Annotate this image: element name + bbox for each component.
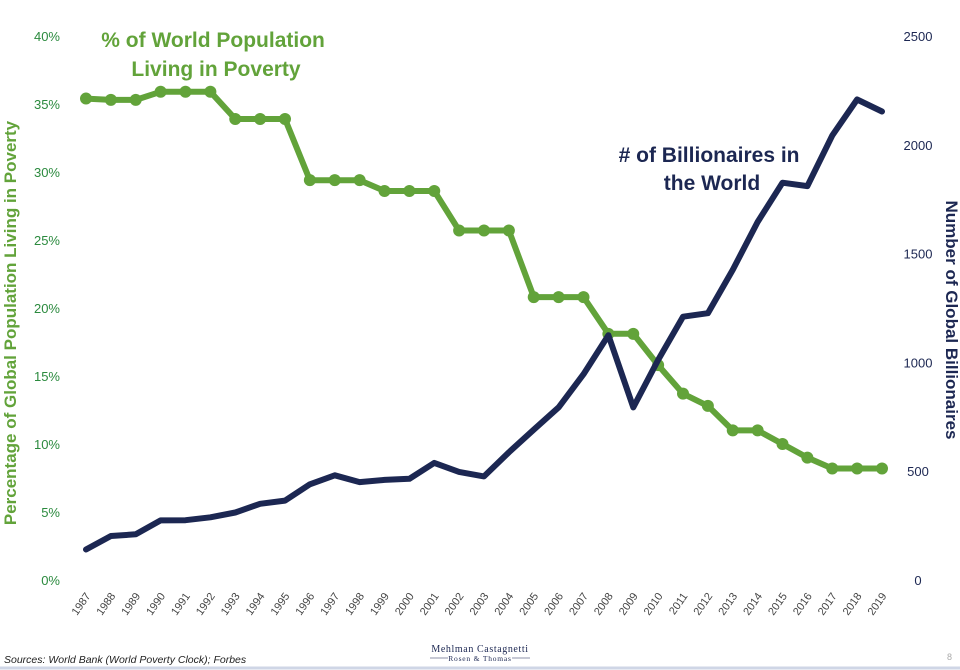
x-tick-label: 2011 [667,591,690,617]
poverty-data-point [328,174,341,187]
x-tick-label: 2013 [716,591,740,618]
x-tick-label: 2001 [418,591,442,618]
x-tick-label: 2004 [492,591,516,618]
poverty-data-point [129,93,142,106]
poverty-data-point [876,462,888,475]
left-tick-label: 25% [34,233,60,248]
page-number: 8 [947,652,952,662]
right-axis-ticks: 0 500 1000 1500 2000 2500 [904,29,933,588]
left-tick-label: 15% [34,369,60,384]
x-tick-label: 2000 [393,591,417,618]
x-tick-label: 1995 [269,591,293,618]
poverty-data-point [701,399,714,412]
left-tick-label: 5% [41,505,60,520]
poverty-data-point [303,174,316,187]
poverty-data-point [527,291,540,304]
x-tick-label: 1989 [119,591,143,618]
left-axis-ticks: 0% 5% 10% 15% 20% 25% 30% 35% 40% [34,29,60,588]
x-tick-label: 2006 [542,591,566,618]
billionaires-series-line [83,96,885,553]
x-tick-label: 2009 [617,591,641,618]
x-tick-label: 1996 [293,591,317,618]
poverty-data-point [502,224,515,237]
x-tick-label: 1993 [219,591,243,618]
poverty-data-point [776,438,789,450]
poverty-data-point [229,112,242,125]
billionaires-series-annotation: # of Billionaires in the World [619,144,806,195]
right-tick-label: 2000 [904,138,933,153]
poverty-data-point [204,85,217,98]
poverty-data-point [627,327,640,340]
x-tick-label: 1991 [169,591,193,618]
poverty-data-point [179,85,192,98]
x-tick-label: 1999 [368,591,392,618]
poverty-data-point [80,92,92,105]
source-note: Sources: World Bank (World Poverty Clock… [4,654,247,666]
logo-name: Mehlman Castagnetti [431,644,528,655]
x-tick-label: 2012 [691,591,715,618]
x-tick-label: 1998 [343,591,367,618]
x-tick-label: 2019 [866,591,890,618]
x-tick-label: 2014 [741,591,765,618]
right-axis-title: Number of Global Billionaires [942,201,960,440]
x-tick-label: 2005 [517,591,541,618]
x-tick-label: 2016 [791,591,815,618]
x-tick-label: 2003 [468,591,492,618]
series-layer [80,85,888,553]
poverty-data-point [254,112,267,125]
x-tick-label: 1988 [94,591,118,618]
poverty-data-point [453,224,466,237]
poverty-data-point [154,85,167,98]
poverty-data-point [751,424,764,437]
left-tick-label: 30% [34,165,60,180]
x-tick-label: 1997 [318,591,342,618]
poverty-data-point [279,112,291,125]
x-tick-label: 2007 [567,591,591,618]
right-tick-label: 1000 [904,355,933,370]
poverty-data-point [851,462,864,475]
x-tick-label: 1994 [244,591,268,618]
right-tick-label: 2500 [904,29,933,44]
x-tick-label: 2018 [841,591,865,618]
poverty-data-point [726,424,739,437]
poverty-data-point [552,291,565,304]
poverty-data-point [801,451,814,464]
poverty-data-point [428,185,441,198]
poverty-data-point [403,185,416,198]
left-tick-label: 20% [34,301,60,316]
poverty-data-point [104,93,117,106]
poverty-series-annotation: % of World Population Living in Poverty [101,29,330,81]
x-tick-label: 2010 [642,591,666,618]
left-tick-label: 35% [34,97,60,112]
left-tick-label: 0% [41,573,60,588]
poverty-data-point [353,174,366,187]
poverty-data-point [378,185,391,198]
right-tick-label: 1500 [904,247,933,262]
x-tick-label: 2015 [766,591,790,618]
left-axis-title: Percentage of Global Population Living i… [1,120,20,525]
poverty-data-point [826,462,839,475]
poverty-data-point [478,224,490,237]
x-tick-label: 1990 [144,591,168,618]
right-tick-label: 0 [914,573,921,588]
x-tick-label: 2002 [443,591,467,618]
x-tick-label: 1987 [70,591,94,618]
x-tick-label: 1992 [194,591,218,618]
x-axis-ticks: 1987 1988 1989 1990 1991 1992 1993 1994 1995 1996… [70,591,890,618]
right-tick-label: 500 [907,464,929,479]
logo-subname: Rosen & Thomas [448,654,512,663]
left-tick-label: 10% [34,437,60,452]
x-tick-label: 2017 [816,591,840,618]
poverty-data-point [577,291,590,304]
left-tick-label: 40% [34,29,60,44]
x-tick-label: 2008 [592,591,616,618]
poverty-data-point [677,387,689,400]
